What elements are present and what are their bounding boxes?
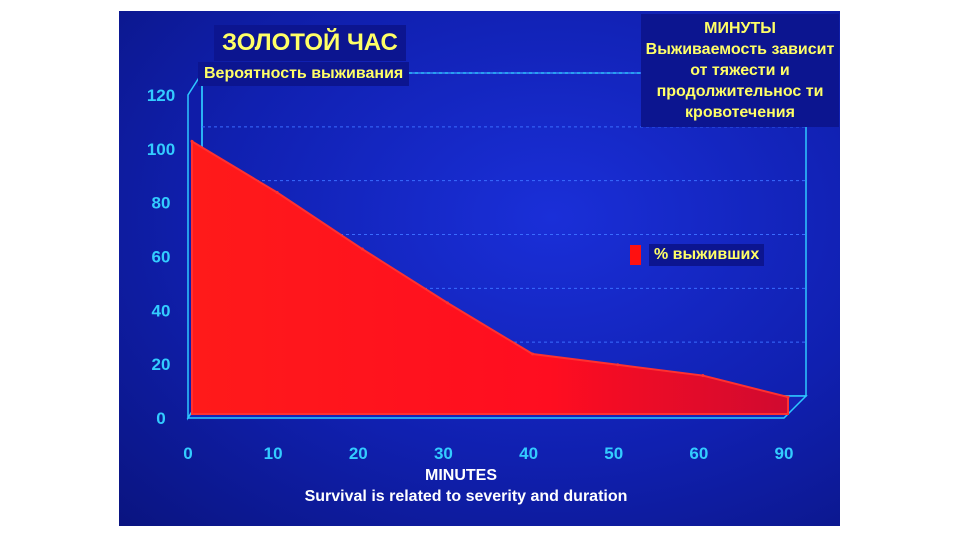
- y-tick-label: 80: [152, 194, 171, 213]
- data-point: [275, 191, 279, 195]
- data-point: [531, 352, 535, 356]
- y-tick-label: 60: [152, 248, 171, 267]
- x-tick-labels: 0 10 20 30 40 50 60 90: [183, 444, 793, 463]
- x-tick-label: 30: [434, 444, 453, 463]
- x-tick-label: 20: [349, 444, 368, 463]
- note-box: МИНУТЫ Выживаемость зависит от тяжести и…: [641, 14, 839, 127]
- chart-caption: Survival is related to severity and dura…: [305, 488, 628, 505]
- slide-title: ЗОЛОТОЙ ЧАС: [214, 25, 406, 61]
- data-point: [786, 395, 790, 399]
- y-tick-label: 40: [152, 301, 171, 320]
- x-tick-label: 90: [775, 444, 794, 463]
- y-tick-label: 20: [152, 355, 171, 374]
- y-tick-label: 120: [147, 86, 175, 105]
- data-point: [701, 374, 705, 378]
- x-tick-label: 40: [519, 444, 538, 463]
- y-tick-labels: 0 20 40 60 80 100 120: [147, 86, 175, 428]
- y-tick-label: 0: [156, 409, 165, 428]
- x-tick-label: 10: [264, 444, 283, 463]
- legend-swatch: [630, 245, 641, 265]
- data-point: [616, 363, 620, 367]
- x-tick-label: 60: [689, 444, 708, 463]
- survival-area: [191, 139, 789, 415]
- x-tick-label: 0: [183, 444, 192, 463]
- y-tick-label: 100: [147, 140, 175, 159]
- legend: % выживших: [630, 244, 765, 266]
- series-layer: [190, 139, 790, 415]
- x-tick-label: 50: [604, 444, 623, 463]
- data-point: [445, 301, 449, 305]
- data-point: [190, 139, 194, 143]
- slide-subtitle: Вероятность выживания: [198, 62, 410, 86]
- legend-label: % выживших: [649, 244, 765, 266]
- x-axis-title: MINUTES: [425, 467, 497, 484]
- data-point: [360, 247, 364, 251]
